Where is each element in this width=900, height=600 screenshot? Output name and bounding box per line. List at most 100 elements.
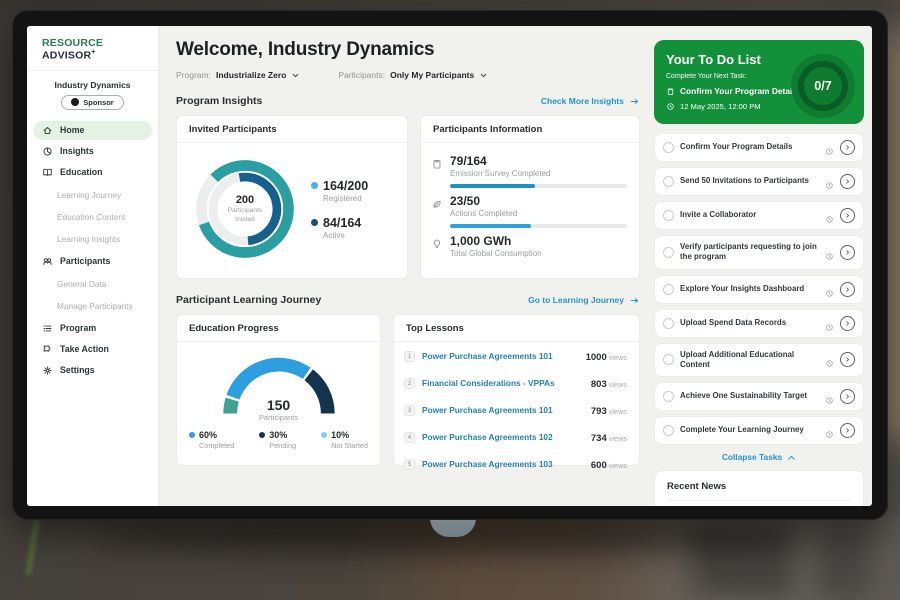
task-open-button[interactable] — [840, 244, 855, 260]
sidebar-item-take-action[interactable]: Take Action — [33, 340, 152, 359]
todo-summary-card: Your To Do List Complete Your Next Task:… — [654, 40, 864, 124]
collapse-tasks-link[interactable]: Collapse Tasks — [654, 452, 864, 462]
card-title: Invited Participants — [177, 116, 407, 143]
sponsor-badge-label: Sponsor — [83, 97, 114, 107]
legend-label: Not Started — [331, 441, 368, 450]
lesson-rank: 2 — [404, 377, 415, 389]
task-open-button[interactable] — [840, 315, 855, 331]
sidebar-item-participants[interactable]: Participants — [33, 252, 152, 271]
task-checkbox[interactable] — [663, 391, 674, 403]
legend-dot — [311, 219, 318, 226]
task-label: Verify participants requesting to join t… — [680, 242, 817, 262]
todo-title: Your To Do List — [666, 52, 761, 67]
task-checkbox[interactable] — [663, 176, 674, 187]
insights-icon — [43, 146, 52, 156]
clock-icon — [826, 323, 833, 331]
chevron-right-icon — [846, 286, 849, 292]
chevron-down-icon — [293, 73, 299, 77]
task-open-button[interactable] — [840, 352, 855, 368]
task-checkbox[interactable] — [663, 283, 674, 295]
views-suffix: views — [608, 461, 627, 470]
task-row: Achieve One Sustainability Target — [654, 382, 864, 412]
lesson-views: 600 — [590, 460, 607, 471]
actions-completed-progressbar — [450, 224, 627, 228]
lesson-row: 2 Financial Considerations - VPPAs 803 vi… — [394, 369, 639, 396]
task-checkbox[interactable] — [663, 317, 674, 329]
lesson-link[interactable]: Power Purchase Agreements 102 — [422, 432, 553, 442]
todo-progress-ring-track — [798, 61, 848, 111]
task-label: Upload Additional Educational Content — [680, 349, 795, 369]
task-row: Upload Additional Educational Content — [654, 342, 864, 378]
legend-value: 10% — [331, 430, 350, 440]
task-open-button[interactable] — [840, 174, 855, 189]
task-checkbox[interactable] — [663, 246, 674, 258]
views-suffix: views — [608, 407, 627, 416]
go-to-learning-journey-link[interactable]: Go to Learning Journey — [528, 295, 640, 305]
sidebar-item-manage-participants[interactable]: Manage Participants — [57, 300, 133, 311]
lesson-link[interactable]: Power Purchase Agreements 103 — [422, 459, 553, 469]
task-label: Achieve One Sustainability Target — [680, 391, 808, 401]
legend-dot — [311, 182, 318, 189]
legend-dot — [259, 432, 266, 438]
sidebar-item-settings[interactable]: Settings — [33, 361, 152, 380]
task-checkbox[interactable] — [663, 425, 674, 437]
card-title: Education Progress — [177, 315, 380, 342]
task-row: Confirm Your Program Details — [654, 133, 864, 162]
chevron-right-icon — [846, 145, 849, 150]
consumption-row: 1,000 GWh Total Global Consumption — [431, 234, 627, 258]
task-checkbox[interactable] — [663, 354, 674, 366]
legend-value: 60% — [199, 430, 218, 440]
clipboard-icon — [667, 88, 674, 95]
actions-completed-row: 23/50 Actions Completed — [431, 194, 627, 230]
legend-not-started: 10% Not Started — [321, 430, 368, 450]
check-more-insights-link[interactable]: Check More Insights — [541, 96, 640, 106]
sidebar-item-label: Insights — [60, 146, 94, 156]
legend-label: Registered — [323, 193, 362, 203]
lesson-link[interactable]: Power Purchase Agreements 101 — [422, 351, 553, 361]
participants-filter-dropdown[interactable]: Participants: Only My Participants — [338, 70, 488, 80]
task-checkbox[interactable] — [663, 142, 674, 153]
sidebar-item-general-data[interactable]: General Data — [57, 278, 107, 289]
org-name: Industry Dynamics — [54, 79, 131, 90]
task-open-button[interactable] — [840, 281, 855, 297]
invited-donut-chart: 200 Participants Invited — [187, 151, 303, 267]
sidebar-item-label: Settings — [60, 365, 95, 375]
sidebar-item-label: Participants — [60, 256, 111, 266]
sidebar-item-learning-journey[interactable]: Learning Journey — [57, 189, 122, 200]
sidebar-item-insights[interactable]: Insights — [33, 142, 152, 161]
emission-survey-progressbar — [450, 184, 627, 188]
chevron-right-icon — [846, 357, 849, 362]
chevron-right-icon — [846, 428, 849, 433]
task-open-button[interactable] — [840, 140, 855, 155]
monitor-stand — [430, 518, 476, 537]
todo-subtitle: Complete Your Next Task: — [666, 73, 747, 80]
views-suffix: views — [608, 353, 627, 362]
task-open-button[interactable] — [840, 423, 855, 439]
legend-completed: 60% Completed — [189, 430, 234, 450]
legend-pending: 30% Pending — [259, 430, 296, 450]
chevron-right-icon — [846, 394, 849, 399]
sidebar-item-program[interactable]: Program — [33, 319, 152, 338]
lesson-link[interactable]: Financial Considerations - VPPAs — [422, 378, 555, 388]
sidebar-item-learning-insights[interactable]: Learning Insights — [57, 233, 121, 244]
views-suffix: views — [608, 380, 627, 389]
gauge-center-value: 150 — [266, 397, 291, 413]
sidebar-item-education[interactable]: Education — [33, 163, 152, 182]
clock-icon — [826, 289, 833, 297]
sidebar-item-education-content[interactable]: Education Content — [57, 211, 126, 222]
sidebar-item-label: Home — [60, 125, 85, 135]
stat-value: 79/164 — [450, 154, 487, 168]
task-checkbox[interactable] — [663, 210, 674, 221]
legend-value: 84/164 — [323, 215, 362, 230]
main-content: Welcome, Industry Dynamics Program: Indu… — [159, 26, 652, 506]
sidebar-item-home[interactable]: Home — [33, 120, 152, 140]
program-filter-value: Industrialize Zero — [215, 70, 287, 80]
lesson-link[interactable]: Power Purchase Agreements 101 — [422, 405, 553, 415]
task-open-button[interactable] — [840, 389, 855, 405]
program-filter-dropdown[interactable]: Program: Industrialize Zero — [176, 70, 300, 80]
logo-secondary: ADVISOR — [42, 49, 92, 62]
task-open-button[interactable] — [840, 208, 855, 223]
todo-due-date: 12 May 2025, 12:00 PM — [680, 102, 761, 111]
stat-label: Actions Completed — [450, 209, 518, 218]
